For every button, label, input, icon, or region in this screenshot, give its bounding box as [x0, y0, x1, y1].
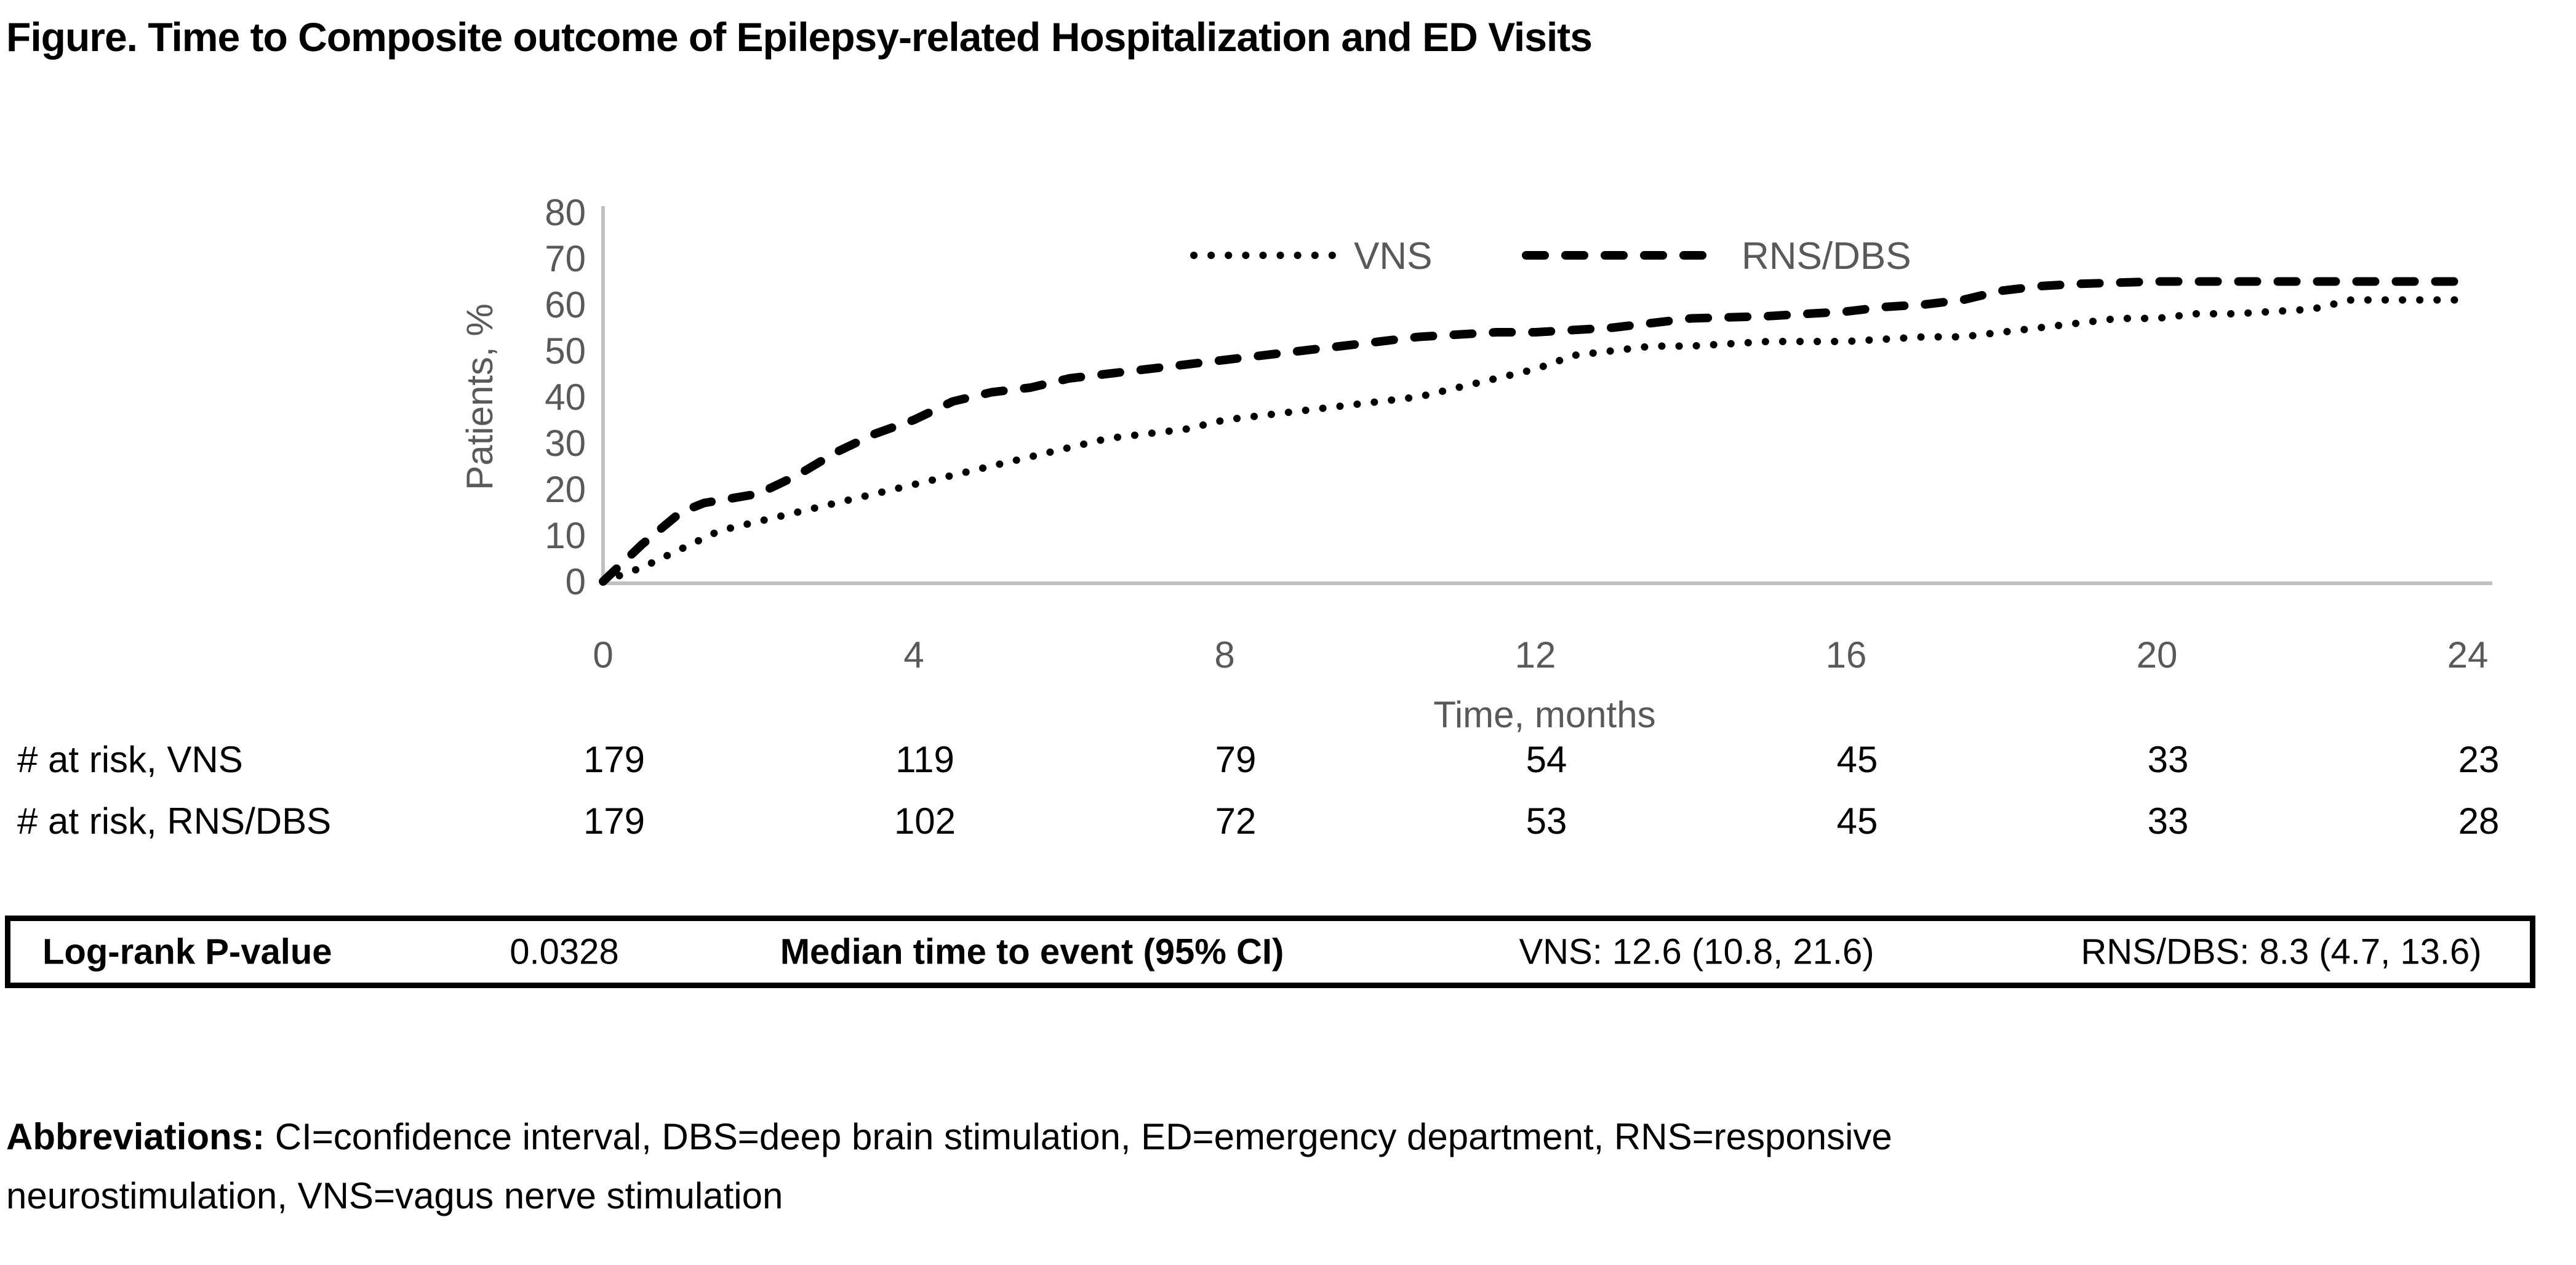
- stats-summary-bar: Log-rank P-value 0.0328 Median time to e…: [5, 916, 2535, 988]
- at-risk-row-label: # at risk, VNS: [17, 739, 243, 780]
- y-tick-label: 70: [545, 238, 586, 279]
- median-rns-dbs-value: RNS/DBS: 8.3 (4.7, 13.6): [2081, 932, 2482, 972]
- median-vns-value: VNS: 12.6 (10.8, 21.6): [1519, 932, 1874, 972]
- x-tick-label: 12: [1515, 634, 1556, 676]
- at-risk-value: 102: [894, 800, 956, 842]
- x-tick-label: 4: [903, 634, 924, 676]
- y-tick-label: 20: [545, 469, 586, 510]
- y-axis-title: Patients, %: [459, 303, 500, 490]
- y-tick-label: 50: [545, 330, 586, 372]
- x-tick-label: 16: [1826, 634, 1867, 676]
- figure-title: Figure. Time to Composite outcome of Epi…: [6, 14, 1593, 60]
- abbreviations-note: Abbreviations: CI=confidence interval, D…: [6, 1107, 2468, 1226]
- at-risk-value: 179: [583, 800, 645, 842]
- legend-rns-dbs-label: RNS/DBS: [1742, 235, 1911, 277]
- at-risk-value: 28: [2458, 800, 2500, 842]
- at-risk-value: 45: [1837, 739, 1878, 780]
- y-tick-label: 30: [545, 423, 586, 464]
- logrank-p-value: 0.0328: [510, 932, 619, 972]
- at-risk-value: 54: [1526, 739, 1567, 780]
- legend-vns-label: VNS: [1354, 235, 1432, 277]
- km-chart: 0 10 20 30 40 50 60 70 80 0 4 8 12 16 20 24 Time, months…: [17, 192, 2500, 842]
- x-tick-label: 8: [1214, 634, 1234, 676]
- x-tick-label: 20: [2137, 634, 2178, 676]
- x-tick-label: 0: [593, 634, 613, 676]
- x-axis-title: Time, months: [1433, 694, 1655, 735]
- series-line-rns-dbs: [599, 277, 2472, 586]
- at-risk-value: 33: [2148, 800, 2189, 842]
- at-risk-value: 179: [583, 739, 645, 780]
- abbreviations-line1: CI=confidence interval, DBS=deep brain s…: [265, 1116, 1892, 1157]
- at-risk-value: 119: [895, 739, 954, 780]
- at-risk-value: 45: [1837, 800, 1878, 842]
- y-tick-label: 40: [545, 377, 586, 418]
- at-risk-value: 53: [1526, 800, 1567, 842]
- y-tick-label: 0: [566, 561, 586, 602]
- y-tick-label: 60: [545, 284, 586, 325]
- y-tick-label: 10: [545, 515, 586, 556]
- y-tick-label: 80: [545, 192, 586, 233]
- x-tick-label: 24: [2447, 634, 2489, 676]
- abbreviations-label: Abbreviations:: [6, 1116, 265, 1157]
- at-risk-value: 79: [1215, 739, 1257, 780]
- median-time-label: Median time to event (95% CI): [780, 932, 1284, 972]
- at-risk-value: 23: [2458, 739, 2500, 780]
- series-line-vns: [599, 296, 2471, 585]
- at-risk-value: 33: [2148, 739, 2189, 780]
- at-risk-row-label: # at risk, RNS/DBS: [17, 800, 331, 842]
- logrank-label: Log-rank P-value: [42, 932, 332, 972]
- abbreviations-line2: neurostimulation, VNS=vagus nerve stimul…: [6, 1175, 783, 1216]
- at-risk-value: 72: [1215, 800, 1257, 842]
